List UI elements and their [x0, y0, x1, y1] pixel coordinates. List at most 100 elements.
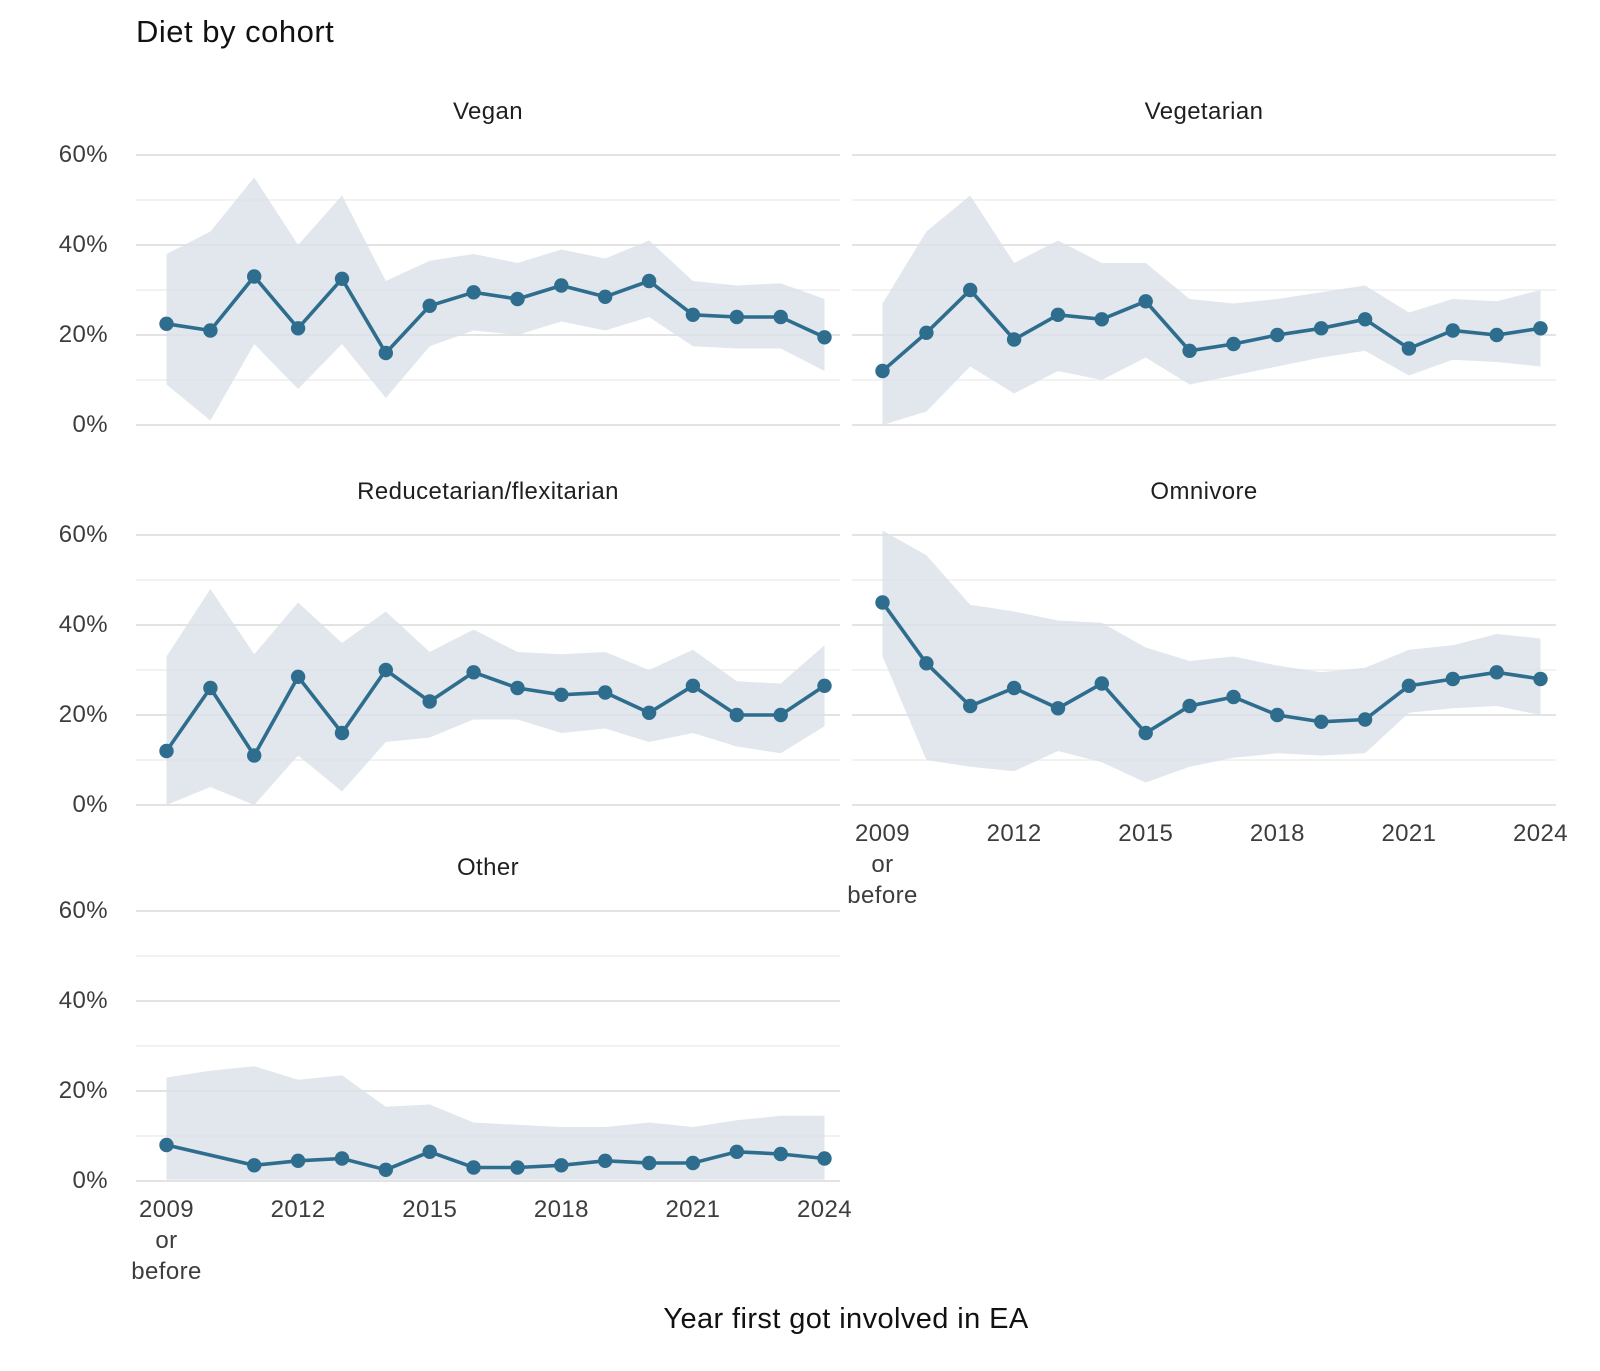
data-point — [247, 1158, 262, 1173]
data-point — [773, 1146, 788, 1162]
x-tick-label: 2018 — [1249, 820, 1305, 847]
data-point — [729, 1144, 744, 1159]
data-point — [554, 1158, 569, 1173]
y-tick-label: 20% — [58, 701, 108, 728]
data-point — [729, 707, 744, 723]
y-tick-label: 60% — [58, 141, 108, 168]
line-chart-vegetarian — [852, 154, 1556, 426]
line-chart-reducetarian — [136, 534, 840, 806]
data-point — [466, 665, 481, 680]
data-point — [334, 1151, 350, 1166]
data-point — [247, 269, 262, 284]
data-point — [1314, 714, 1329, 729]
trend-line — [164, 273, 827, 356]
data-point — [290, 321, 306, 336]
data-point — [378, 1162, 393, 1177]
x-tick-label: 2015 — [402, 1196, 458, 1223]
data-point — [422, 694, 437, 709]
x-tick-label: 2015 — [1118, 820, 1174, 847]
data-point — [641, 273, 657, 289]
data-point — [1050, 701, 1066, 716]
data-point — [334, 725, 350, 741]
data-point — [203, 323, 218, 338]
data-point — [598, 685, 613, 700]
data-point — [875, 363, 890, 379]
data-point — [685, 307, 701, 322]
data-point — [817, 678, 832, 693]
facet-title-other: Other — [456, 854, 520, 881]
data-point — [422, 1144, 437, 1159]
data-point — [1489, 665, 1504, 680]
data-point — [159, 1137, 174, 1153]
data-point — [290, 1153, 306, 1168]
x-tick-label: 2009 or before — [131, 1196, 202, 1285]
data-point — [1401, 678, 1417, 693]
line-chart-omnivore — [852, 530, 1556, 806]
data-point — [510, 1160, 525, 1175]
data-point — [641, 705, 657, 720]
data-point — [1270, 707, 1285, 723]
panel-reducetarian: Reducetarian/flexitarian — [136, 478, 840, 813]
y-tick-label: 0% — [72, 411, 108, 438]
data-point — [1138, 725, 1153, 741]
page-title: Diet by cohort — [136, 14, 335, 49]
y-tick-label: 20% — [58, 321, 108, 348]
data-point — [1094, 312, 1109, 327]
y-tick-label: 60% — [58, 897, 108, 924]
data-point — [1357, 312, 1373, 327]
data-point — [203, 680, 218, 696]
data-point — [1182, 698, 1197, 714]
panel-other: Other — [136, 854, 840, 1189]
x-tick-label: 2012 — [270, 1196, 326, 1223]
facet-title-vegan: Vegan — [452, 98, 524, 125]
data-point — [1006, 680, 1022, 696]
data-point — [554, 278, 569, 293]
facet-title-omnivore: Omnivore — [1150, 478, 1258, 505]
data-point — [466, 1160, 481, 1175]
y-tick-label: 40% — [58, 987, 108, 1014]
data-point — [1401, 341, 1417, 356]
data-point — [641, 1155, 657, 1171]
confidence-ribbon — [882, 195, 1541, 425]
data-point — [422, 298, 437, 313]
data-point — [1357, 712, 1373, 727]
data-point — [334, 271, 350, 286]
data-point — [773, 309, 788, 325]
data-point — [554, 687, 569, 702]
x-tick-label: 2009 or before — [847, 820, 918, 909]
panel-omnivore: Omnivore — [852, 478, 1556, 813]
y-tick-label: 40% — [58, 231, 108, 258]
confidence-ribbon — [882, 530, 1541, 783]
data-point — [919, 325, 934, 340]
x-tick-label: 2024 — [1513, 820, 1569, 847]
data-point — [817, 330, 832, 345]
line-chart-other — [136, 910, 840, 1182]
data-point — [466, 285, 481, 300]
data-point — [1445, 323, 1460, 338]
panel-vegetarian: Vegetarian — [852, 98, 1556, 433]
trend-line — [880, 287, 1543, 373]
data-point — [919, 656, 934, 671]
facet-title-vegetarian: Vegetarian — [1144, 98, 1264, 125]
data-point — [817, 1151, 832, 1166]
x-tick-label: 2024 — [797, 1196, 853, 1223]
data-point — [598, 1153, 613, 1168]
confidence-ribbon — [166, 589, 825, 805]
y-axis-labels-row2: 60% 40% 20% 0% — [0, 521, 122, 818]
data-point — [1226, 689, 1241, 705]
x-axis-title: Year first got involved in EA — [663, 1303, 1029, 1335]
data-point — [378, 345, 393, 361]
y-axis-labels-row1: 60% 40% 20% 0% — [0, 141, 122, 438]
data-point — [1314, 321, 1329, 336]
data-point — [1094, 676, 1109, 691]
panel-vegan: Vegan — [136, 98, 840, 433]
data-point — [159, 316, 174, 331]
y-tick-label: 0% — [72, 791, 108, 818]
data-point — [247, 748, 262, 763]
x-axis-labels-left-column: 2009 or before 2012 2015 2018 2021 2024 — [131, 1194, 851, 1285]
data-point — [1138, 294, 1153, 309]
data-point — [1226, 336, 1241, 352]
data-point — [963, 282, 978, 298]
data-point — [1270, 327, 1285, 343]
x-tick-label: 2021 — [1381, 820, 1437, 847]
